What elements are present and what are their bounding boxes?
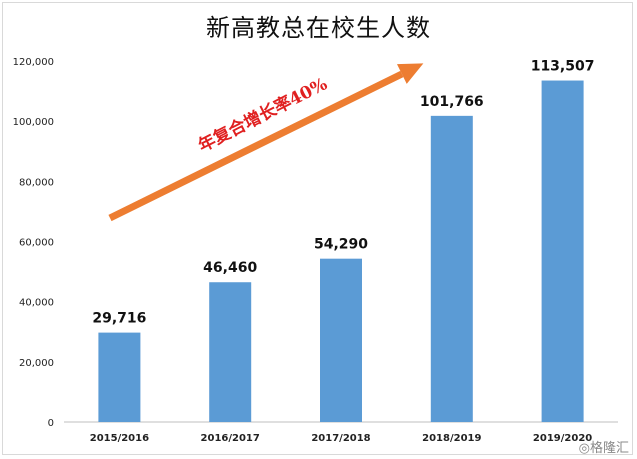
- data-label: 29,716: [92, 311, 146, 327]
- growth-arrow-head: [396, 63, 424, 84]
- watermark: ◎格隆汇: [578, 441, 629, 456]
- bar: [98, 332, 141, 422]
- data-label: 113,507: [531, 59, 595, 75]
- x-tick-label: 2019/2020: [533, 433, 592, 444]
- x-tick-label: 2017/2018: [311, 433, 370, 444]
- y-tick-label: 100,000: [13, 117, 54, 128]
- x-tick-label: 2015/2016: [90, 433, 149, 444]
- bar: [209, 282, 252, 422]
- y-tick-label: 80,000: [19, 177, 54, 188]
- bar: [430, 115, 473, 423]
- chart-frame: [2, 2, 633, 455]
- data-label: 46,460: [203, 260, 257, 276]
- data-label: 54,290: [314, 237, 368, 253]
- y-tick-label: 60,000: [19, 238, 54, 249]
- y-tick-label: 120,000: [13, 57, 54, 68]
- growth-arrow: [108, 70, 404, 222]
- data-label: 101,766: [420, 94, 484, 110]
- y-tick-label: 40,000: [19, 298, 54, 309]
- x-tick-label: 2018/2019: [422, 433, 481, 444]
- x-tick-label: 2016/2017: [201, 433, 260, 444]
- bar: [320, 258, 362, 422]
- chart-title: 新高教总在校生人数: [206, 14, 431, 42]
- y-tick-label: 0: [48, 418, 54, 429]
- y-tick-label: 20,000: [19, 358, 54, 369]
- bar: [541, 80, 584, 422]
